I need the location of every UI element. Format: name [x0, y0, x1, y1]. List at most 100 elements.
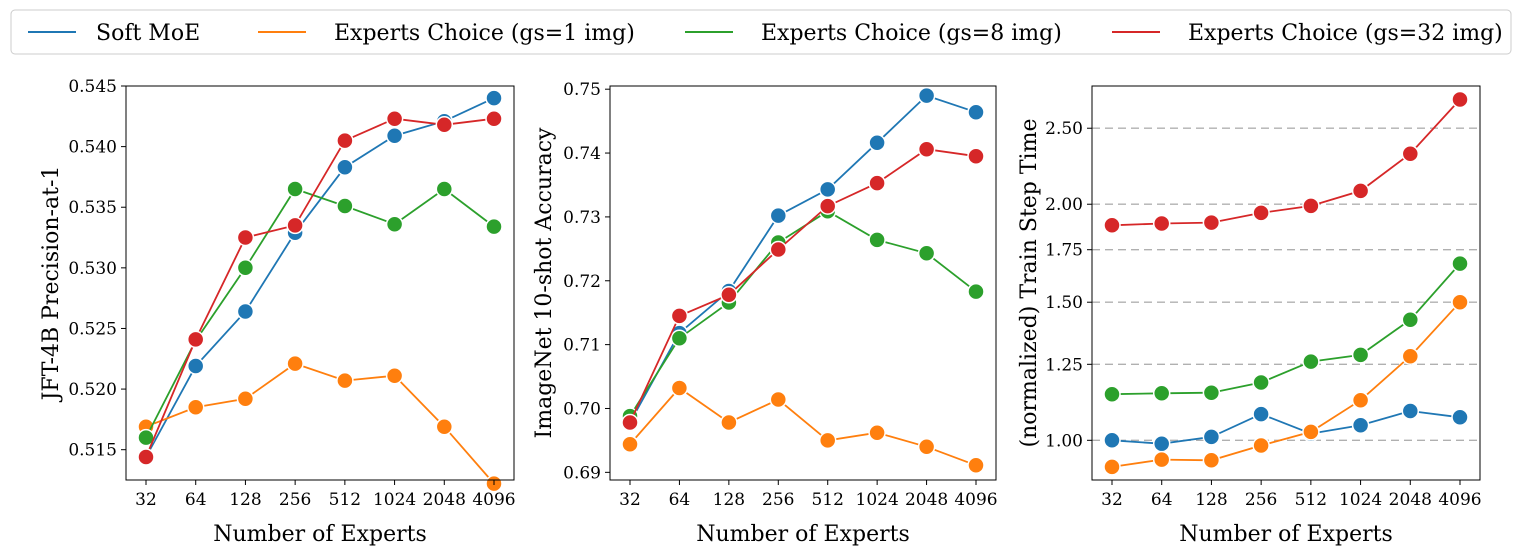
x-tick-label: 512	[1295, 490, 1327, 510]
data-point-experts-choice-gs-32-img	[336, 131, 354, 150]
data-point-experts-choice-gs-1-img	[1451, 293, 1469, 311]
data-point-experts-choice-gs-8-img	[1401, 310, 1420, 329]
x-tick-label: 256	[1245, 490, 1277, 510]
data-point-soft-moe	[1202, 428, 1221, 446]
data-point-experts-choice-gs-1-img	[336, 371, 354, 390]
x-tick-label: 64	[185, 490, 207, 510]
y-tick-label: 0.530	[68, 259, 117, 279]
data-point-experts-choice-gs-1-img	[720, 413, 738, 432]
data-point-experts-choice-gs-32-img	[769, 240, 788, 259]
data-point-experts-choice-gs-8-img	[967, 282, 985, 301]
x-tick-label: 2048	[1389, 490, 1432, 510]
data-point-soft-moe	[1152, 434, 1171, 453]
y-tick-label: 0.75	[563, 80, 601, 100]
series-layer	[137, 89, 503, 493]
data-point-experts-choice-gs-8-img	[1451, 254, 1469, 273]
legend-label-ec-gs1: Experts Choice (gs=1 img)	[334, 21, 635, 46]
legend-label-ec-gs32: Experts Choice (gs=32 img)	[1188, 21, 1503, 46]
series-layer	[621, 86, 985, 475]
data-point-experts-choice-gs-1-img	[621, 435, 639, 453]
data-point-experts-choice-gs-32-img	[286, 216, 304, 235]
data-point-experts-choice-gs-1-img	[1401, 347, 1420, 365]
x-tick-label: 128	[713, 490, 745, 510]
x-axis-label: Number of Experts	[213, 522, 427, 547]
x-tick-label: 256	[762, 490, 794, 510]
data-point-soft-moe	[818, 180, 837, 199]
y-tick-label: 2.00	[1045, 195, 1083, 215]
data-point-experts-choice-gs-1-img	[435, 417, 454, 436]
plot-frame	[609, 85, 997, 481]
data-point-soft-moe	[1351, 416, 1370, 435]
y-tick-label: 1.50	[1045, 293, 1083, 313]
y-tick-label: 0.69	[563, 463, 601, 483]
y-tick-label: 0.71	[563, 336, 601, 356]
data-point-experts-choice-gs-32-img	[967, 147, 985, 165]
data-point-experts-choice-gs-8-img	[286, 180, 304, 198]
data-point-experts-choice-gs-32-img	[917, 140, 936, 158]
legend-label-soft-moe: Soft MoE	[96, 21, 200, 46]
data-point-experts-choice-gs-1-img	[1351, 391, 1370, 409]
data-point-experts-choice-gs-32-img	[621, 413, 639, 432]
data-point-experts-choice-gs-1-img	[868, 423, 886, 442]
data-point-experts-choice-gs-32-img	[720, 286, 738, 304]
x-tick-label: 4096	[954, 490, 997, 510]
data-point-soft-moe	[236, 302, 255, 321]
x-tick-label: 32	[619, 490, 641, 510]
y-tick-label: 2.50	[1045, 119, 1083, 139]
y-tick-label: 0.515	[68, 441, 117, 461]
data-point-experts-choice-gs-32-img	[1351, 182, 1370, 200]
data-point-soft-moe	[769, 206, 788, 225]
x-tick-label: 4096	[1438, 490, 1481, 510]
x-tick-label: 64	[1151, 490, 1173, 510]
data-point-experts-choice-gs-8-img	[1252, 373, 1270, 392]
data-point-experts-choice-gs-8-img	[435, 180, 454, 198]
data-point-experts-choice-gs-32-img	[868, 174, 886, 192]
y-tick-label: 0.73	[563, 208, 601, 228]
data-point-soft-moe	[1252, 405, 1270, 423]
data-point-experts-choice-gs-8-img	[1152, 384, 1171, 403]
data-point-experts-choice-gs-32-img	[1103, 216, 1121, 235]
data-point-soft-moe	[385, 126, 404, 145]
x-tick-label: 256	[279, 490, 311, 510]
data-point-experts-choice-gs-8-img	[1351, 346, 1370, 364]
data-point-experts-choice-gs-32-img	[670, 307, 689, 325]
data-point-experts-choice-gs-32-img	[1152, 214, 1171, 233]
y-tick-label: 0.545	[68, 77, 117, 97]
y-tick-label: 1.00	[1045, 431, 1083, 451]
series-line-experts-choice-gs-32-img	[629, 148, 977, 423]
data-point-experts-choice-gs-8-img	[485, 217, 503, 236]
data-point-experts-choice-gs-32-img	[435, 116, 454, 134]
data-point-experts-choice-gs-8-img	[336, 197, 354, 215]
data-point-experts-choice-gs-8-img	[1302, 352, 1320, 371]
x-tick-label: 4096	[472, 490, 515, 510]
series-line-soft-moe	[629, 94, 977, 423]
data-point-experts-choice-gs-8-img	[1103, 385, 1121, 403]
plot-frame	[125, 85, 515, 481]
data-point-experts-choice-gs-8-img	[385, 215, 404, 233]
series-layer	[1103, 90, 1469, 476]
ticks-layer: 0.515 0.520 0.525 0.530 0.535 0.540 0.545 32 64 1…	[68, 77, 515, 510]
data-point-experts-choice-gs-32-img	[385, 109, 404, 128]
y-tick-label: 0.74	[563, 144, 601, 164]
data-point-experts-choice-gs-32-img	[1451, 90, 1469, 109]
data-point-soft-moe	[1401, 402, 1420, 420]
y-tick-label: 0.540	[68, 138, 117, 158]
data-point-experts-choice-gs-1-img	[1152, 450, 1171, 469]
x-tick-label: 1024	[1339, 490, 1382, 510]
data-point-soft-moe	[967, 103, 985, 121]
series-line-experts-choice-gs-8-img	[1111, 263, 1461, 396]
data-point-experts-choice-gs-1-img	[1103, 458, 1121, 476]
data-point-experts-choice-gs-8-img	[670, 329, 689, 347]
x-axis-label: Number of Experts	[1179, 522, 1393, 547]
data-point-experts-choice-gs-1-img	[385, 366, 404, 385]
x-tick-label: 1024	[856, 490, 899, 510]
x-tick-label: 32	[1101, 490, 1123, 510]
y-tick-label: 1.25	[1045, 355, 1083, 375]
x-tick-label: 128	[1195, 490, 1227, 510]
x-tick-label: 128	[229, 490, 261, 510]
data-point-experts-choice-gs-1-img	[917, 438, 936, 456]
data-point-soft-moe	[485, 89, 503, 107]
plot-frame	[1091, 85, 1481, 481]
data-point-soft-moe	[868, 134, 886, 152]
x-tick-label: 512	[811, 490, 843, 510]
